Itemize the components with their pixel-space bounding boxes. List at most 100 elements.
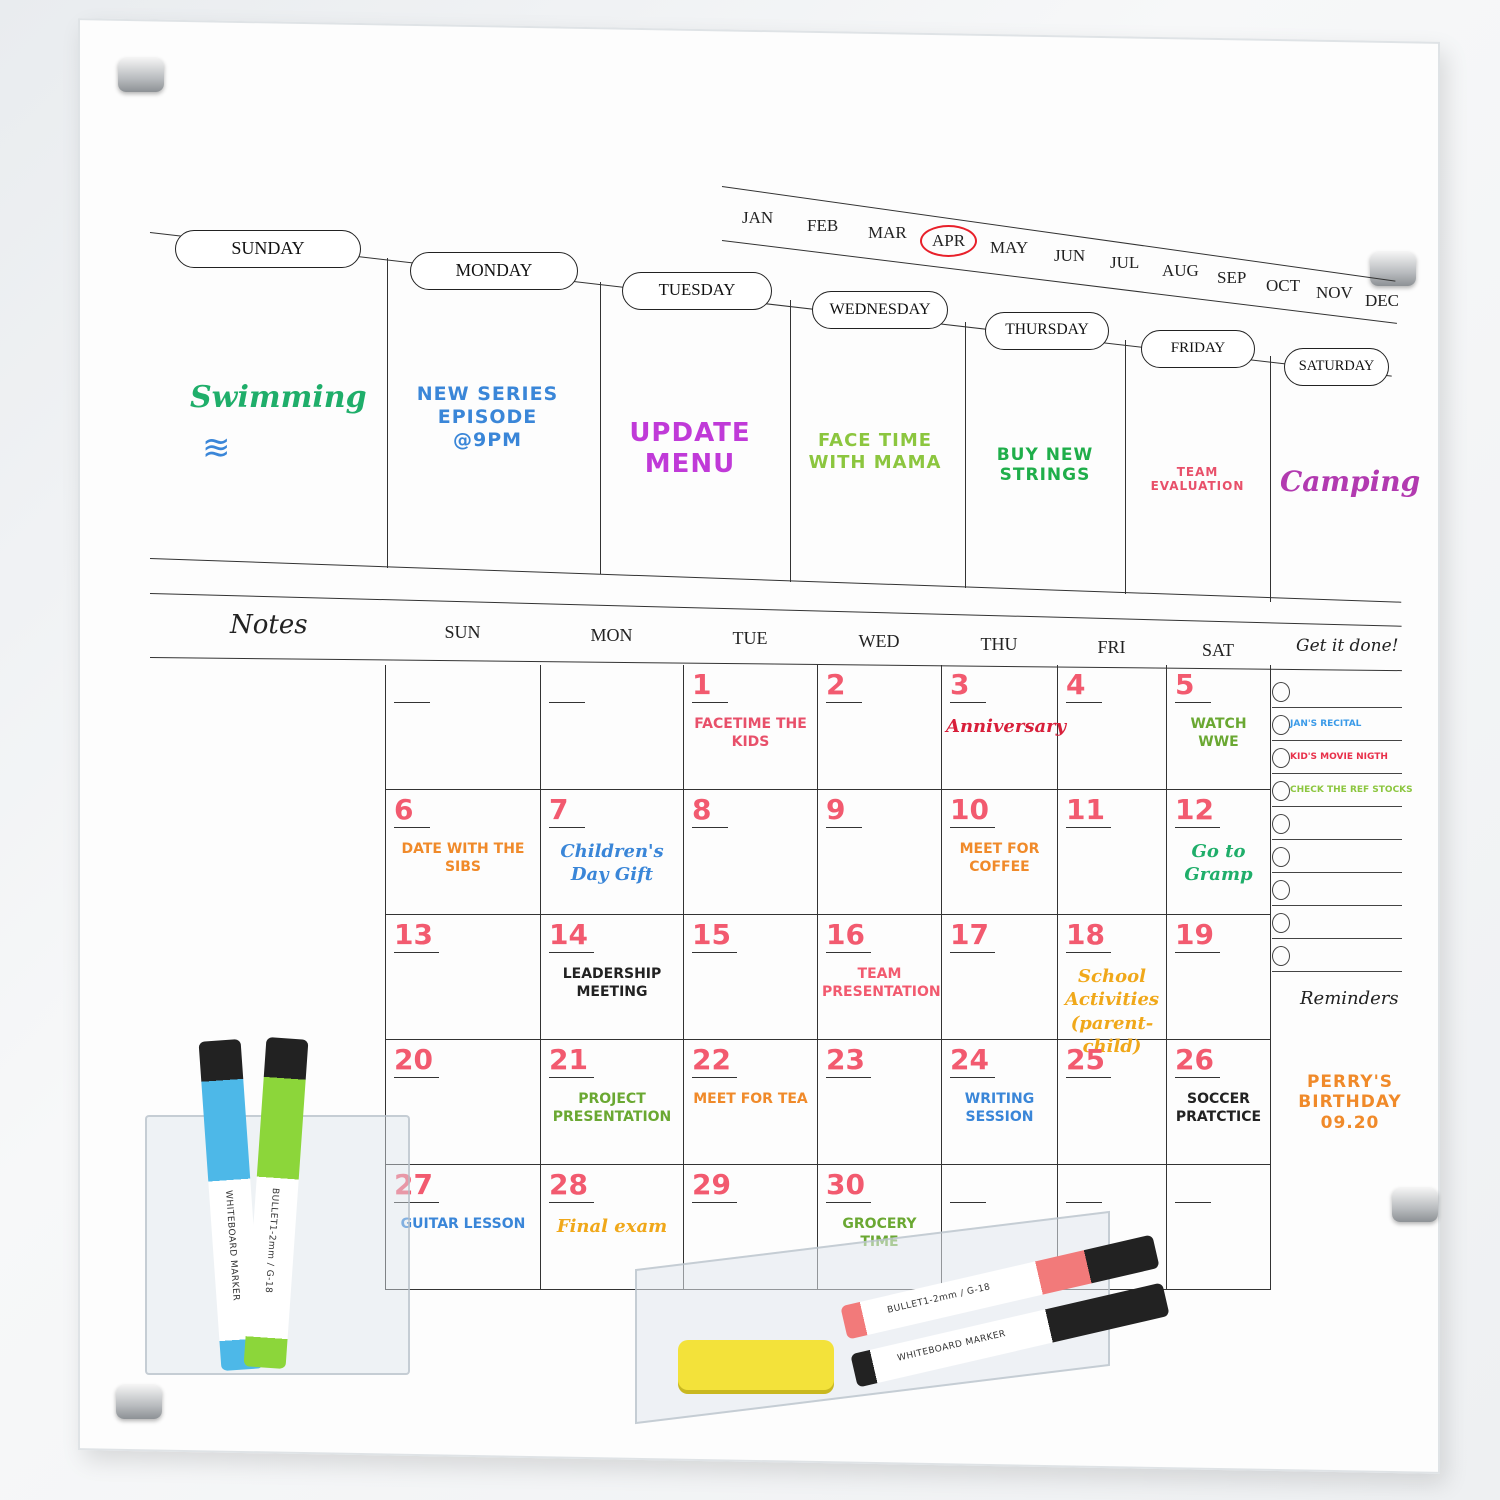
day-cell-15[interactable]: 15 [684,915,818,1040]
day-cell-18[interactable]: 18 School Activities (parent-child) [1058,915,1167,1057]
day-cell-7[interactable]: 7 Children's Day Gift [541,790,684,915]
todo-item[interactable]: CHECK THE REF STOCKS [1272,775,1413,807]
day-header-wednesday: WEDNESDAY [812,291,948,329]
checkbox-circle[interactable] [1272,715,1290,735]
checkbox-circle[interactable] [1272,847,1290,867]
day-cell-11[interactable]: 11 [1058,790,1167,915]
day-cell-12[interactable]: 12 Go to Gramp [1167,790,1271,915]
month-jun[interactable]: JUN [1054,245,1086,265]
checkbox-circle[interactable] [1272,781,1290,801]
day-cell-5[interactable]: 5 Watch WWE [1167,665,1271,790]
eraser[interactable] [678,1340,834,1390]
day-cell-27[interactable]: 27 Guitar lesson [386,1165,541,1290]
calendar-event[interactable]: Final exam [556,1216,668,1237]
day-cell-2[interactable]: 2 [818,665,942,790]
date-number: 4 [1066,669,1102,703]
day-cell-24[interactable]: 24 Writing session [942,1040,1058,1165]
calendar-event[interactable]: Children's Day Gift [560,841,664,886]
week-column-divider [790,300,791,582]
calendar-event[interactable]: Project presentation [552,1091,672,1126]
todo-item[interactable] [1272,874,1402,906]
todo-item[interactable]: JAN'S RECITAL [1272,709,1402,741]
calendar-event[interactable]: Writing session [964,1091,1035,1126]
calendar-event[interactable]: Watch WWE [1190,716,1247,751]
day-cell-29[interactable]: 29 [684,1165,818,1290]
week-event-sunday[interactable]: Swimming [190,380,367,415]
month-nov[interactable]: NOV [1316,283,1353,302]
month-feb[interactable]: FEB [807,215,839,235]
month-may[interactable]: MAY [990,238,1029,257]
date-number: 26 [1175,1044,1220,1078]
month-jul[interactable]: JUL [1110,253,1140,272]
notes-label: Notes [230,610,308,640]
month-apr[interactable]: APR [920,224,978,257]
reminder-text: PERRY'S BIRTHDAY 09.20 [1298,1072,1402,1133]
week-event-monday[interactable]: New series episode @9pm [416,383,559,451]
month-dec[interactable]: DEC [1365,290,1399,310]
todo-item[interactable] [1272,907,1402,939]
day-cell-16[interactable]: 16 Team presentation [818,915,942,1040]
calendar-event[interactable]: Leadership meeting [562,966,662,1001]
date-number: 15 [692,919,737,953]
calendar-event[interactable]: School Activities (parent-child) [1064,966,1160,1058]
todo-item[interactable]: KID'S MOVIE NIGTH [1272,742,1402,774]
todo-label: Get it done! [1296,636,1399,656]
day-cell-26[interactable]: 26 Soccer pratctice [1167,1040,1271,1165]
day-cell-4[interactable]: 4 [1058,665,1167,790]
checkbox-circle[interactable] [1272,913,1290,933]
day-cell-14[interactable]: 14 Leadership meeting [541,915,684,1040]
week-event-thursday[interactable]: Buy new strings [996,445,1094,486]
calendar-event[interactable]: Anniversary [946,716,1067,737]
day-cell-3[interactable]: 3 Anniversary [942,665,1067,790]
calendar-event[interactable]: Facetime the kids [694,716,807,751]
day-cell-8[interactable]: 8 [684,790,818,915]
month-sep[interactable]: SEP [1217,268,1247,287]
calendar-event[interactable]: Meet for coffee [959,841,1040,876]
day-cell-13[interactable]: 13 [386,915,541,1040]
day-cell-9[interactable]: 9 [818,790,942,915]
day-cell-17[interactable]: 17 [942,915,1058,1040]
weekday-header-sat: SAT [1201,640,1234,660]
month-jan[interactable]: JAN [742,208,774,227]
day-cell-22[interactable]: 22 Meet for tea [684,1040,818,1165]
empty-day-cell[interactable] [541,665,684,790]
day-cell-23[interactable]: 23 [818,1040,942,1165]
day-cell-10[interactable]: 10 Meet for coffee [942,790,1058,915]
checkbox-circle[interactable] [1272,814,1290,834]
day-cell-21[interactable]: 21 Project presentation [541,1040,684,1165]
month-aug[interactable]: AUG [1162,260,1199,280]
checkbox-circle[interactable] [1272,748,1290,768]
todo-item[interactable] [1272,676,1402,708]
date-number [950,1169,986,1203]
week-event-saturday[interactable]: Camping [1280,465,1421,498]
calendar-event[interactable]: Go to Gramp [1184,841,1253,886]
reminders-label: Reminders [1300,988,1399,1009]
day-cell-1[interactable]: 1 Facetime the kids [684,665,818,790]
empty-day-cell[interactable] [1058,1165,1167,1290]
empty-day-cell[interactable] [1167,1165,1271,1290]
day-cell-20[interactable]: 20 [386,1040,541,1165]
calendar-event[interactable]: Guitar lesson [400,1216,526,1232]
todo-item[interactable] [1272,808,1402,840]
week-event-friday[interactable]: Team evaluation [1150,465,1245,494]
calendar-event[interactable]: Soccer pratctice [1175,1091,1262,1126]
checkbox-circle[interactable] [1272,946,1290,966]
calendar-event[interactable]: Meet for tea [693,1091,808,1107]
week-event-wednesday[interactable]: Face time with mama [808,430,942,473]
checkbox-circle[interactable] [1272,682,1290,702]
calendar-event[interactable]: Team presentation [822,966,941,1001]
month-oct[interactable]: OCT [1266,275,1300,295]
calendar-event[interactable]: Date with the sibs [401,841,525,876]
date-number: 30 [826,1169,871,1203]
day-cell-28[interactable]: 28 Final exam [541,1165,684,1290]
date-number: 6 [394,794,430,828]
todo-item[interactable] [1272,940,1402,972]
day-cell-19[interactable]: 19 [1167,915,1271,1040]
week-event-tuesday[interactable]: Update menu [629,418,751,480]
checkbox-circle[interactable] [1272,880,1290,900]
empty-day-cell[interactable] [386,665,541,790]
day-cell-6[interactable]: 6 Date with the sibs [386,790,541,915]
month-mar[interactable]: MAR [868,223,907,242]
day-cell-25[interactable]: 25 [1058,1040,1167,1165]
todo-item[interactable] [1272,841,1402,873]
